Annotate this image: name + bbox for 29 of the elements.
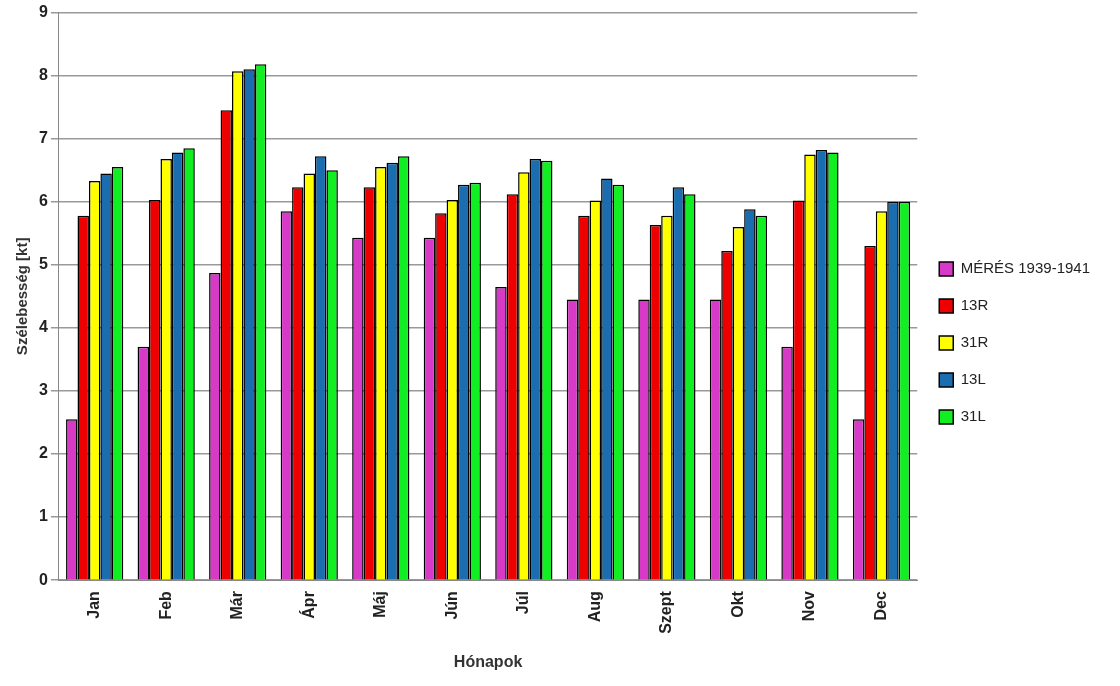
x-tick-label: Jan — [85, 591, 103, 619]
x-tick-label: Nov — [800, 591, 818, 622]
legend-label: 13L — [960, 370, 986, 388]
x-tick-label: Szept — [657, 590, 675, 634]
x-tick-label: Máj — [371, 591, 389, 618]
y-axis-title: Szélebesség [kt] — [13, 237, 31, 356]
x-tick-label: Jún — [442, 591, 460, 620]
x-axis-title: Hónapok — [453, 652, 523, 670]
x-tick-label: Aug — [585, 591, 603, 623]
legend-label: MÉRÉS 1939-1941 — [960, 259, 1091, 277]
y-tick-label: 9 — [38, 3, 48, 21]
y-tick-label: 4 — [38, 318, 48, 336]
x-tick-label: Feb — [156, 590, 174, 620]
x-tick-label: Dec — [871, 591, 889, 621]
y-tick-label: 6 — [38, 192, 48, 210]
x-tick-label: Okt — [728, 590, 746, 618]
x-tick-label: Júl — [514, 591, 532, 615]
y-tick-label: 7 — [38, 129, 48, 147]
legend-label: 31R — [960, 333, 989, 351]
y-tick-label: 5 — [38, 255, 48, 273]
legend-label: 13R — [960, 296, 989, 314]
y-tick-label: 0 — [38, 570, 48, 588]
y-tick-label: 3 — [38, 381, 48, 399]
y-tick-label: 8 — [38, 66, 48, 84]
y-tick-label: 1 — [38, 507, 48, 525]
x-tick-label: Már — [228, 591, 246, 620]
y-tick-label: 2 — [38, 444, 48, 462]
legend-label: 31L — [960, 407, 986, 425]
x-tick-label: Ápr — [298, 591, 317, 619]
